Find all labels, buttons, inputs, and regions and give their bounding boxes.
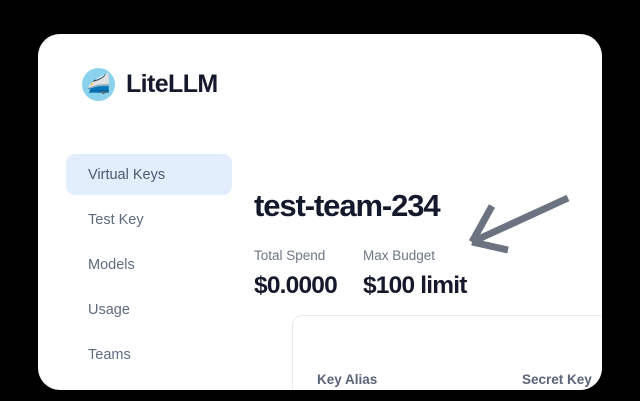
column-header-key-alias[interactable]: Key Alias: [317, 372, 378, 387]
stat-max-budget: Max Budget $100 limit: [363, 249, 467, 298]
bullet-train-icon: 🚄: [82, 68, 115, 101]
app-card: 🚄 LiteLLM Virtual Keys Test Key Models U…: [38, 34, 602, 390]
table-header-row: Key Alias Secret Key: [293, 372, 602, 387]
stat-label: Max Budget: [362, 248, 436, 263]
sidebar-item-usage[interactable]: Usage: [66, 289, 232, 330]
sidebar-item-virtual-keys[interactable]: Virtual Keys: [66, 154, 232, 195]
stat-value: $100 limit: [362, 271, 467, 299]
sidebar-item-label: Test Key: [88, 211, 144, 228]
sidebar: Virtual Keys Test Key Models Usage Teams: [66, 154, 232, 379]
stats-row: Total Spend $0.0000 Max Budget $100 limi…: [254, 249, 602, 298]
sidebar-item-test-key[interactable]: Test Key: [66, 199, 232, 240]
sidebar-item-label: Teams: [88, 346, 131, 363]
sidebar-item-label: Models: [88, 256, 135, 273]
bullet-train-glyph: 🚄: [86, 74, 111, 95]
page-title: test-team-234: [254, 188, 441, 223]
stat-value: $0.0000: [254, 271, 338, 299]
sidebar-item-teams[interactable]: Teams: [66, 334, 232, 375]
column-header-secret-key[interactable]: Secret Key: [522, 372, 592, 387]
main-content: test-team-234 Total Spend $0.0000 Max Bu…: [254, 144, 602, 390]
sidebar-item-label: Virtual Keys: [88, 166, 166, 183]
sidebar-item-models[interactable]: Models: [66, 244, 232, 285]
stat-total-spend: Total Spend $0.0000: [254, 248, 338, 299]
brand-name: LiteLLM: [126, 70, 218, 98]
brand-logo-group[interactable]: 🚄 LiteLLM: [82, 68, 218, 101]
stat-label: Total Spend: [254, 248, 326, 263]
sidebar-item-label: Usage: [88, 301, 130, 318]
keys-table-card: Key Alias Secret Key: [292, 315, 602, 390]
